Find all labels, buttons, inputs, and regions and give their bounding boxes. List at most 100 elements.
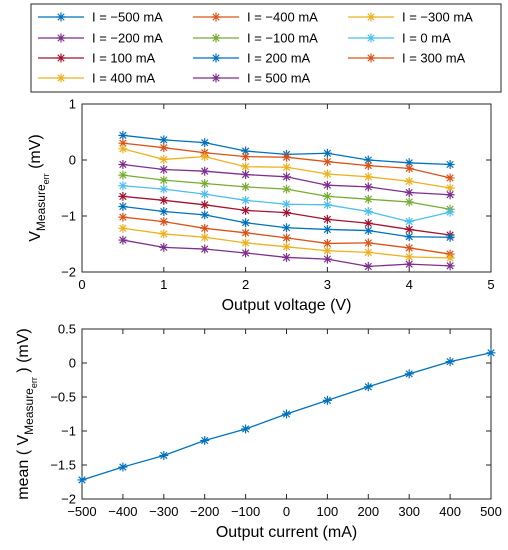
data-point (159, 143, 169, 153)
data-point (363, 218, 373, 228)
y-axis-label-part: Measure (34, 184, 48, 231)
legend-box (30, 3, 502, 93)
data-point (404, 369, 414, 379)
data-point (118, 223, 128, 233)
legend-marker (56, 12, 66, 22)
data-point (282, 409, 291, 419)
legend-entry: I = −300 mA (402, 10, 473, 25)
data-point (200, 179, 210, 189)
x-tick-label: 0 (78, 277, 85, 292)
y-axis-label-part: (mV) (27, 134, 44, 173)
legend-marker (211, 53, 221, 63)
data-point (322, 224, 332, 234)
data-point (322, 254, 332, 264)
x-tick-label: 100 (317, 504, 339, 519)
data-point (404, 158, 414, 168)
data-point (404, 259, 414, 269)
x-tick-label: −200 (190, 504, 219, 519)
data-point (445, 232, 455, 242)
data-point (241, 424, 251, 434)
legend-marker (211, 33, 221, 43)
legend-entry: I = −500 mA (92, 10, 163, 25)
data-point (282, 199, 291, 209)
data-point (445, 183, 455, 193)
data-point (241, 146, 251, 156)
data-point (241, 205, 251, 215)
data-point (404, 217, 414, 227)
y-tick-label: 0 (69, 153, 76, 168)
data-point (404, 163, 414, 173)
data-point (363, 261, 373, 271)
x-tick-label: 3 (324, 277, 331, 292)
data-point (282, 184, 291, 194)
data-point (118, 201, 128, 211)
data-point (445, 190, 455, 200)
x-axis-label: Output voltage (V) (222, 297, 352, 314)
y-axis-label-part: Measure (22, 388, 36, 435)
y-tick-label: −2 (61, 492, 76, 507)
data-point (282, 252, 291, 262)
data-point (322, 246, 332, 256)
top-chart: 0 1 2 3 4 5 −2 −1 0 1 Output voltage (V) VMeasureer… (27, 97, 495, 315)
x-tick-label: 1 (160, 277, 167, 292)
data-point (363, 172, 373, 182)
legend-entry: I = −200 mA (92, 31, 163, 46)
data-point (363, 247, 373, 257)
legend-entry: I = −400 mA (247, 10, 318, 25)
legend: I = −500 mA I = −400 mA I = −300 mA I = −20… (30, 3, 502, 93)
data-point (118, 191, 128, 201)
data-point (404, 243, 414, 253)
y-tick-label: −0.5 (50, 390, 76, 405)
data-point (322, 180, 332, 190)
x-tick-label: 200 (357, 504, 379, 519)
legend-entry: I = 0 mA (402, 31, 451, 46)
legend-entry: I = −100 mA (247, 31, 318, 46)
data-point (445, 253, 455, 263)
bottom-chart: −500 −400 −300 −200 −100 0 100 200 300 400 500 −2 −1… (15, 322, 502, 542)
y-axis-label-part: err (41, 173, 51, 184)
data-point (445, 159, 455, 169)
legend-marker (56, 73, 66, 83)
data-point (159, 242, 169, 252)
y-tick-label: 0.5 (58, 322, 76, 337)
data-point (322, 157, 332, 167)
y-tick-label: −1 (61, 209, 76, 224)
data-point (282, 162, 291, 172)
data-point (241, 195, 251, 205)
data-point (322, 238, 332, 248)
data-point (404, 252, 414, 262)
legend-entry: I = 500 mA (247, 71, 311, 86)
data-point (241, 170, 251, 180)
y-tick-label: −1 (61, 424, 76, 439)
data-point (77, 475, 87, 485)
data-point (159, 154, 169, 164)
data-point (282, 223, 291, 233)
data-point (159, 450, 169, 460)
data-point (118, 235, 128, 245)
data-point (404, 224, 414, 234)
data-point (118, 138, 128, 148)
legend-marker (211, 73, 221, 83)
legend-marker (56, 33, 66, 43)
data-point (159, 135, 169, 145)
y-tick-label: 1 (69, 97, 76, 112)
data-point (322, 395, 332, 405)
x-axis-label: Output current (mA) (216, 524, 357, 541)
data-point (118, 170, 128, 180)
data-point (200, 200, 210, 210)
data-point (282, 242, 291, 252)
y-axis-label: mean ( VMeasureerr ) (mV) (15, 328, 39, 499)
data-point (363, 161, 373, 171)
data-point (200, 244, 210, 254)
data-point (486, 348, 496, 358)
legend-marker (366, 33, 376, 43)
x-tick-label: 0 (283, 504, 290, 519)
legend-marker (211, 12, 221, 22)
data-point (445, 173, 455, 183)
x-tick-label: −500 (67, 504, 96, 519)
y-axis-label-part: ) (mV) (15, 328, 32, 377)
y-tick-label: −1.5 (50, 458, 76, 473)
data-point (445, 261, 455, 271)
data-point (118, 181, 128, 191)
data-point (282, 152, 291, 162)
